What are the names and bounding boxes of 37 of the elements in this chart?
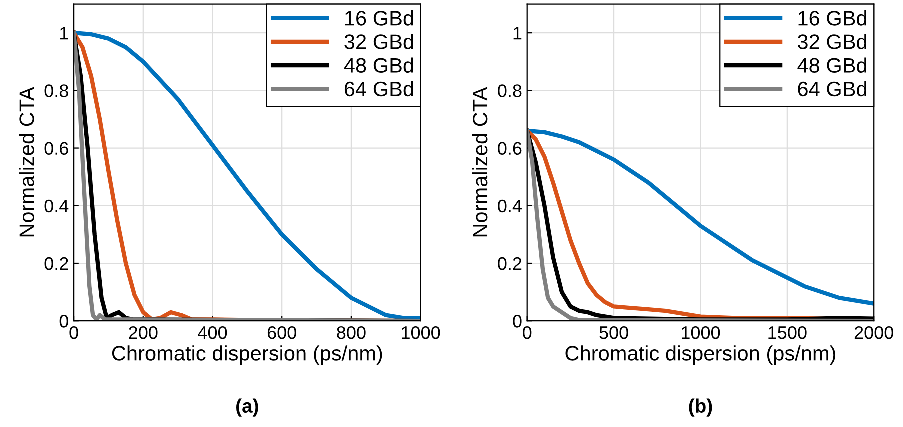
legend-label: 16 GBd: [345, 10, 414, 26]
y-axis-title: Normalized CTA: [19, 87, 34, 237]
x-tick-label: 600: [268, 326, 296, 340]
x-tick-label: 2000: [854, 326, 894, 340]
x-tick-label: 0: [70, 326, 78, 340]
y-tick-label: 0.6: [44, 142, 68, 156]
x-tick-label: 1000: [682, 326, 720, 340]
legend-label: 64 GBd: [344, 81, 414, 97]
x-tick-label: 500: [600, 326, 628, 340]
legend-label: 48 GBd: [798, 58, 867, 73]
y-tick-label: 0.4: [44, 200, 69, 213]
legend-label: 16 GBd: [798, 10, 867, 26]
y-tick-label: 0.2: [498, 257, 522, 270]
x-tick-label: 1500: [768, 326, 807, 340]
x-axis-title: Chromatic dispersion (ps/nm): [112, 346, 382, 365]
y-tick-label: 0: [60, 315, 68, 328]
y-tick-label: 0.8: [498, 84, 522, 98]
legend-label: 48 GBd: [344, 58, 414, 73]
x-tick-label: 200: [129, 326, 158, 340]
text: (b): [689, 398, 712, 417]
legend-label: 64 GBd: [798, 81, 867, 97]
y-tick-label: 0.4: [498, 200, 522, 213]
x-axis-title: Chromatic dispersion (ps/nm): [566, 346, 836, 365]
y-tick-label: 1: [514, 27, 522, 40]
legend-label: 32 GBd: [344, 34, 414, 50]
x-tick-label: 1000: [402, 326, 440, 340]
x-tick-label: 0: [523, 326, 532, 340]
x-tick-label: 400: [198, 326, 228, 340]
text: (a): [236, 398, 258, 417]
y-tick-label: 1: [60, 27, 68, 40]
y-axis-title: Normalized CTA: [472, 87, 488, 237]
x-tick-label: 800: [337, 326, 366, 340]
y-tick-label: 0.2: [44, 257, 68, 270]
legend-label: 32 GBd: [798, 34, 867, 50]
y-tick-label: 0.6: [498, 142, 522, 156]
y-tick-label: 0.8: [44, 84, 68, 98]
y-tick-label: 0: [513, 315, 522, 328]
